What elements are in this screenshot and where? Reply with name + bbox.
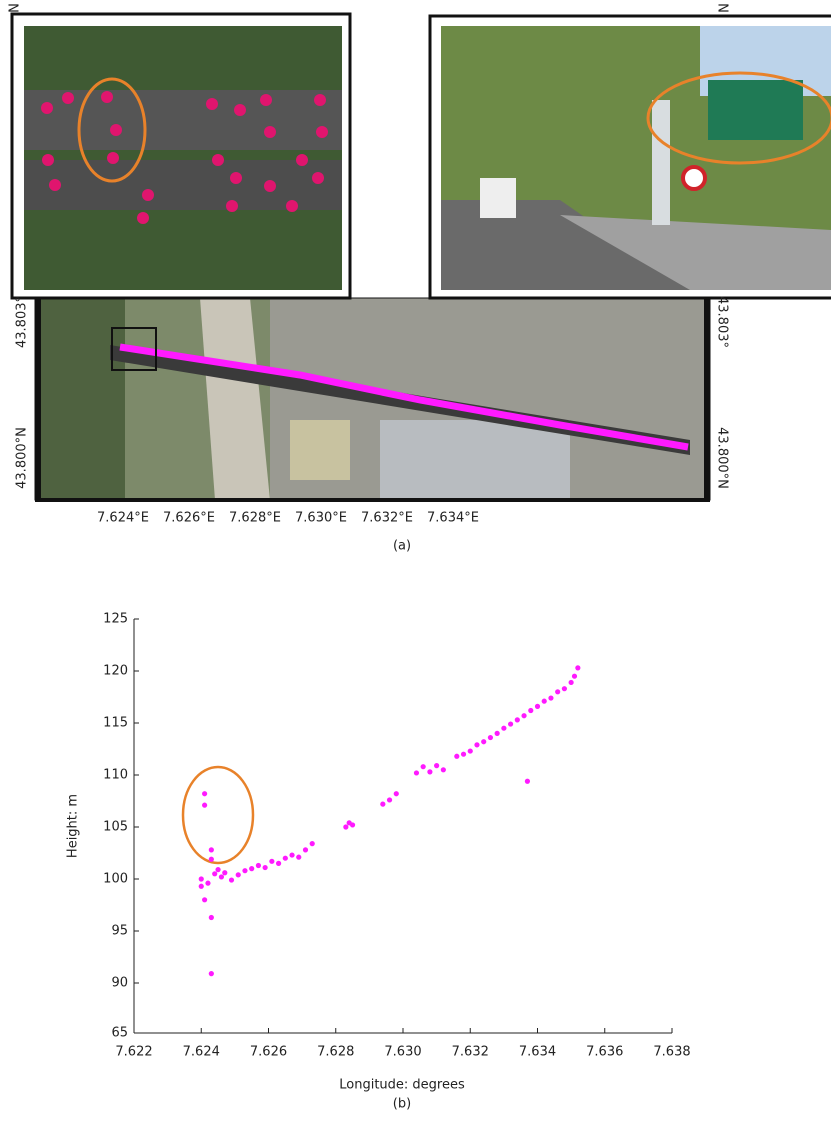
figure: N N 43.803° 43.800°N 43.803° 43.800°N (a… [0,0,831,1119]
point [350,822,355,827]
point [209,915,214,920]
point [427,769,432,774]
y-tick-label: 125 [103,612,128,627]
point [434,763,439,768]
point [454,754,459,759]
lat-label: 43.803° [715,296,730,348]
lon-tick-label: 7.634°E [427,511,479,526]
point [202,897,207,902]
point [199,884,204,889]
x-tick-label: 7.638 [653,1045,690,1060]
point [296,855,301,860]
north-label: N [5,3,20,13]
north-label: N [715,3,730,13]
inset-aerial [12,14,350,298]
lon-tick-label: 7.624°E [97,511,149,526]
point [508,721,513,726]
point [222,870,227,875]
point [421,764,426,769]
point [525,779,530,784]
point [236,872,241,877]
point [468,748,473,753]
point [548,695,553,700]
y-tick-label: 95 [111,924,128,939]
point [474,742,479,747]
point [242,868,247,873]
point [572,674,577,679]
point [276,861,281,866]
point [521,713,526,718]
point [535,704,540,709]
point [488,735,493,740]
point [212,871,217,876]
lon-tick-label: 7.632°E [361,511,413,526]
point [219,874,224,879]
point [542,699,547,704]
x-axis-label: Longitude: degrees [339,1078,465,1093]
point [202,803,207,808]
point [394,791,399,796]
point [414,770,419,775]
inset-photo [430,16,831,298]
lon-tick-label: 7.628°E [229,511,281,526]
y-tick-label: 120 [103,664,128,679]
x-tick-label: 7.628 [317,1045,354,1060]
point [461,752,466,757]
lat-label: 43.800°N [15,427,30,489]
point [209,971,214,976]
point [575,665,580,670]
y-tick-label: 115 [103,716,128,731]
y-tick-label: 90 [111,976,128,991]
point [343,824,348,829]
satellite-map [35,298,710,502]
y-axis-label: Height: m [66,794,81,858]
point [303,847,308,852]
highlight-ellipse [183,767,253,863]
point [202,791,207,796]
point [289,852,294,857]
point [310,841,315,846]
point [555,689,560,694]
point [229,877,234,882]
point [209,847,214,852]
point [441,767,446,772]
point [256,863,261,868]
point [569,680,574,685]
point [562,686,567,691]
point [199,876,204,881]
x-tick-label: 7.622 [115,1045,152,1060]
x-tick-label: 7.636 [586,1045,623,1060]
lat-label: 43.800°N [715,427,730,489]
point [481,739,486,744]
point [263,865,268,870]
y-tick-label: 100 [103,872,128,887]
lon-tick-label: 7.626°E [163,511,215,526]
y-tick-label: 105 [103,820,128,835]
point [515,717,520,722]
x-tick-label: 7.632 [452,1045,489,1060]
point [249,866,254,871]
lat-label: 43.803° [15,296,30,348]
caption: (a) [393,539,411,554]
point [380,802,385,807]
point [501,726,506,731]
caption: (b) [393,1097,411,1112]
point [528,708,533,713]
point [283,856,288,861]
y-tick-label: 110 [103,768,128,783]
x-tick-label: 7.624 [183,1045,220,1060]
x-tick-label: 7.626 [250,1045,287,1060]
point [215,867,220,872]
y-tick-label: 65 [111,1026,128,1041]
point [205,881,210,886]
point [209,857,214,862]
x-tick-label: 7.630 [384,1045,421,1060]
point [387,797,392,802]
lon-tick-label: 7.630°E [295,511,347,526]
point [495,731,500,736]
x-tick-label: 7.634 [519,1045,556,1060]
point [269,859,274,864]
